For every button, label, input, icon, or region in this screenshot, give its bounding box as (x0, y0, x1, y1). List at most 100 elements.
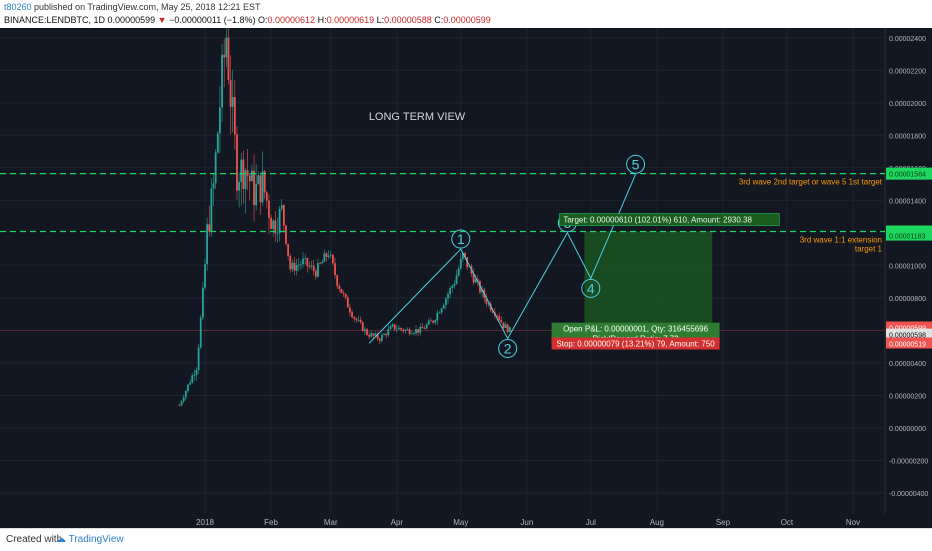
candle-body (282, 205, 285, 226)
price-change: −0.00000011 (−1.8%) (169, 15, 256, 25)
candle-body (378, 338, 381, 341)
candle-body (240, 159, 243, 182)
candle-body (182, 397, 185, 402)
created-with-label: Created with (6, 534, 63, 545)
candle-body (487, 303, 490, 305)
price-label-bg (886, 337, 932, 349)
candle-body (323, 253, 326, 262)
candle-body (436, 312, 439, 321)
chart-area[interactable]: 2018 Feb Mar Apr May Jun Jul Aug Sep Oct Nov 0.0000… (0, 11, 932, 528)
target-zone (584, 231, 713, 331)
candle-body (189, 382, 191, 385)
candle-body (357, 319, 360, 321)
wave-label-circle (626, 154, 646, 174)
candle-body (297, 264, 300, 266)
candle-body (389, 326, 392, 330)
x-tick-label: Nov (846, 518, 860, 527)
low-label: L: (376, 15, 385, 25)
tradingview-logo[interactable]: ☁ TradingView (56, 534, 124, 545)
symbol-label: BINANCE:LENDBTC, 1D (4, 15, 106, 25)
candle-body (464, 252, 466, 258)
candle-body (427, 320, 430, 325)
candle-body (402, 329, 405, 332)
price-label-bg (886, 321, 932, 333)
candle-body (308, 265, 311, 267)
candle-body (206, 224, 209, 265)
candle-body (293, 262, 296, 271)
y-tick-label: -0.00000400 (889, 491, 928, 498)
candle-body (355, 318, 358, 321)
price-axis-panel (885, 28, 932, 514)
y-tick-label: 0.00000200 (889, 393, 926, 400)
open-label: O: (257, 15, 268, 25)
candle-body (312, 265, 315, 271)
candle-body (310, 265, 313, 267)
candle-body (447, 294, 449, 299)
candle-body (351, 312, 353, 318)
candle-body (197, 347, 200, 370)
candle-body (233, 97, 236, 135)
candle-body (372, 333, 375, 336)
candle-body (268, 200, 270, 218)
candle-body (261, 171, 264, 203)
candle-body (412, 333, 415, 334)
candle-body (229, 79, 232, 107)
candle-body (504, 324, 507, 329)
open-value: 0.00000612 (267, 15, 316, 25)
wave-label: 5 (632, 156, 640, 172)
candle-body (438, 312, 441, 314)
candle-body (344, 293, 347, 298)
low-value: 0.00000588 (384, 15, 432, 25)
candle-body (370, 333, 373, 337)
candle-body (395, 329, 398, 331)
candle-body (408, 329, 411, 334)
y-tick-label: -0.00000200 (889, 458, 928, 465)
candle-body (204, 264, 206, 288)
candle-body (259, 175, 262, 203)
y-tick-label: 0.00002400 (889, 36, 926, 43)
high-value: 0.00000619 (326, 15, 375, 25)
candle-body (225, 37, 228, 58)
candle-body (385, 333, 388, 336)
x-tick-label: Jun (520, 518, 533, 527)
candle-body (285, 225, 287, 245)
candle-body (383, 333, 385, 336)
chart-background (0, 28, 932, 528)
wave-label-circle (498, 338, 518, 358)
candle-body (244, 170, 247, 190)
author-link[interactable]: t80260 (4, 2, 32, 12)
candle-body (295, 265, 298, 271)
candle-body (289, 255, 292, 270)
candle-body (187, 384, 189, 392)
candle-body (361, 322, 364, 332)
candle-body (306, 258, 309, 266)
candle-body (257, 175, 260, 185)
candle-body (302, 258, 304, 265)
candle-body (253, 170, 255, 206)
stop-info-text: Stop: 0.00000079 (13.21%) 79, Amount: 75… (556, 339, 715, 348)
candle-body (485, 297, 488, 304)
candle-body (423, 328, 426, 330)
candle-body (274, 220, 277, 234)
wave-label: 2 (504, 340, 512, 356)
candle-body (210, 188, 213, 232)
candle-body (255, 184, 258, 206)
candle-body (338, 285, 341, 289)
y-tick-label: 0.00000400 (889, 361, 926, 368)
candle-body (270, 217, 272, 229)
candle-body (319, 263, 322, 264)
candle-body (349, 307, 351, 313)
candle-body (340, 288, 343, 293)
candle-body (453, 284, 456, 286)
candle-body (474, 279, 477, 283)
target-info-text: Target: 0.00000610 (102.01%) 610, Amount… (563, 216, 752, 225)
candle-body (317, 263, 319, 277)
y-tick-label: 0.00002000 (889, 101, 926, 108)
candle-body (457, 268, 460, 276)
price-chart[interactable]: 2018 Feb Mar Apr May Jun Jul Aug Sep Oct Nov 0.0000… (0, 11, 932, 528)
candle-body (500, 319, 503, 323)
footer: Created with ☁ TradingView (0, 528, 932, 551)
candle-body (314, 270, 317, 277)
down-arrow-icon: ▼ (157, 15, 167, 25)
tradingview-cloud-icon: ☁ (56, 534, 66, 545)
